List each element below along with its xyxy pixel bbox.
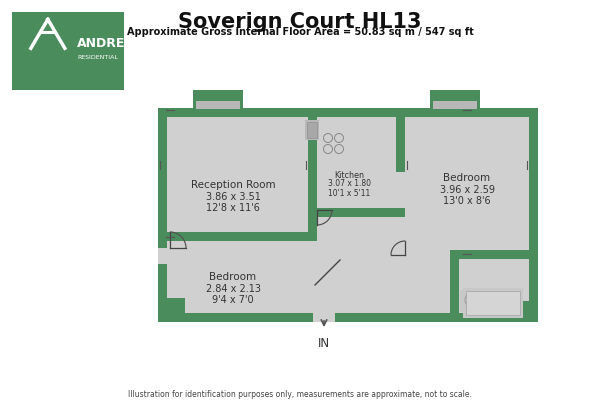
Text: 12'8 x 11'6: 12'8 x 11'6 — [206, 203, 260, 213]
Text: 2.84 x 2.13: 2.84 x 2.13 — [205, 284, 260, 294]
Bar — [430, 90, 480, 108]
Bar — [158, 108, 538, 117]
Bar — [158, 108, 167, 322]
Text: 3.96 x 2.59: 3.96 x 2.59 — [439, 185, 494, 195]
Bar — [450, 255, 459, 322]
Text: Reception Room: Reception Room — [191, 180, 275, 190]
Bar — [196, 101, 240, 109]
Text: 9'4 x 7'0: 9'4 x 7'0 — [212, 295, 254, 305]
Bar — [450, 250, 529, 259]
Bar — [433, 101, 477, 109]
Bar — [308, 117, 317, 235]
Bar — [396, 117, 405, 172]
Text: RESIDENTIAL: RESIDENTIAL — [77, 55, 118, 60]
Bar — [158, 232, 317, 241]
Bar — [313, 312, 335, 322]
Bar — [529, 108, 538, 322]
Bar — [308, 208, 405, 217]
Bar — [158, 108, 538, 322]
Bar — [317, 235, 355, 246]
Text: Approximate Gross Internal Floor Area = 50.83 sq m / 547 sq ft: Approximate Gross Internal Floor Area = … — [127, 27, 473, 37]
Text: IN: IN — [318, 337, 330, 350]
Text: Soverign Court HL13: Soverign Court HL13 — [178, 12, 422, 32]
Text: Kitchen: Kitchen — [334, 171, 364, 179]
Text: Illustration for identification purposes only, measurements are approximate, not: Illustration for identification purposes… — [128, 390, 472, 399]
Text: Bedroom: Bedroom — [209, 272, 257, 282]
Bar — [466, 291, 520, 315]
Bar — [158, 248, 168, 264]
Bar — [158, 313, 538, 322]
Text: ANDREWS: ANDREWS — [77, 37, 148, 50]
Text: 13'0 x 8'6: 13'0 x 8'6 — [443, 196, 491, 206]
Bar — [193, 90, 243, 108]
Bar — [460, 290, 486, 312]
Bar — [305, 120, 319, 140]
Bar — [12, 12, 124, 90]
Circle shape — [465, 292, 481, 308]
Text: 3.86 x 3.51: 3.86 x 3.51 — [206, 192, 260, 202]
Bar — [307, 122, 317, 138]
Bar — [463, 288, 523, 318]
Bar — [158, 298, 185, 322]
Text: Bedroom: Bedroom — [443, 173, 491, 183]
Text: 3.07 x 1.80: 3.07 x 1.80 — [328, 179, 371, 188]
Text: 10'1 x 5'11: 10'1 x 5'11 — [328, 188, 370, 197]
Bar — [501, 301, 529, 322]
